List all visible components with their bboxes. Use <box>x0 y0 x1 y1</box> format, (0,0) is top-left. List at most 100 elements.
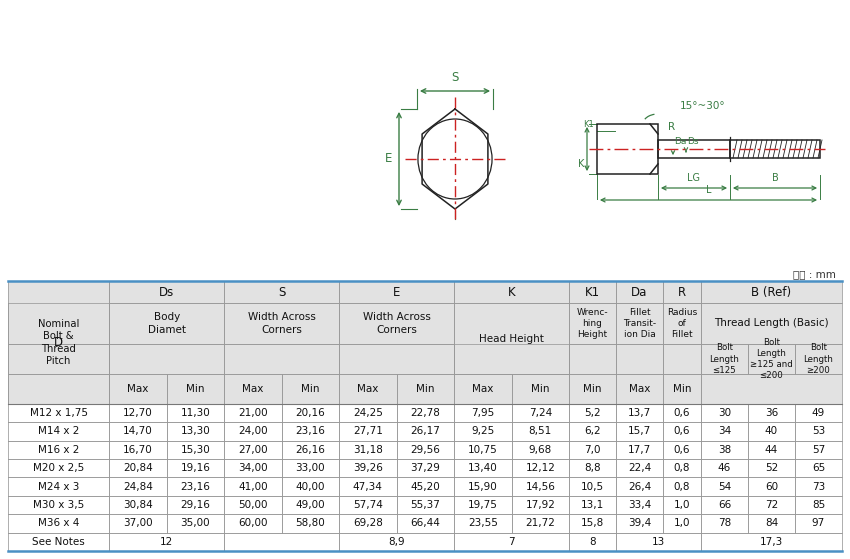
Text: 14,56: 14,56 <box>525 482 555 491</box>
Bar <box>224 404 281 422</box>
Bar <box>8 404 110 422</box>
Bar <box>701 404 748 422</box>
Text: Max: Max <box>357 384 378 394</box>
Text: 16,70: 16,70 <box>123 445 153 455</box>
Bar <box>616 496 663 514</box>
Bar <box>663 477 701 496</box>
Text: 21,00: 21,00 <box>238 408 268 418</box>
Text: 13,30: 13,30 <box>180 427 210 437</box>
Bar <box>167 477 224 496</box>
Text: 38: 38 <box>717 445 731 455</box>
Text: Nominal
Bolt &
Thread
Pitch: Nominal Bolt & Thread Pitch <box>38 319 79 366</box>
Bar <box>397 496 454 514</box>
Text: 12,12: 12,12 <box>525 463 555 473</box>
Text: 23,55: 23,55 <box>468 518 498 528</box>
Text: 단위 : mm: 단위 : mm <box>793 269 836 279</box>
Bar <box>8 375 110 404</box>
Bar <box>616 422 663 440</box>
Bar <box>110 422 167 440</box>
Bar <box>512 514 569 533</box>
Bar <box>110 477 167 496</box>
Text: 53: 53 <box>812 427 825 437</box>
Text: Min: Min <box>672 384 691 394</box>
Bar <box>167 459 224 477</box>
Bar <box>454 496 512 514</box>
Text: 60,00: 60,00 <box>238 518 268 528</box>
Text: Min: Min <box>301 384 320 394</box>
Bar <box>701 459 748 477</box>
Bar <box>569 477 616 496</box>
Text: Max: Max <box>128 384 149 394</box>
Text: 23,16: 23,16 <box>180 482 211 491</box>
Bar <box>224 303 339 344</box>
Bar <box>167 440 224 459</box>
Bar <box>454 422 512 440</box>
Bar <box>730 140 820 158</box>
Text: 14,70: 14,70 <box>123 427 153 437</box>
Bar <box>512 422 569 440</box>
Text: 8,8: 8,8 <box>584 463 601 473</box>
Text: 15,90: 15,90 <box>468 482 497 491</box>
Bar <box>224 344 339 375</box>
Bar <box>110 440 167 459</box>
Text: S: S <box>451 71 459 84</box>
Bar <box>339 533 454 551</box>
Bar <box>339 404 397 422</box>
Bar <box>569 303 616 344</box>
Bar <box>8 459 110 477</box>
Bar <box>454 514 512 533</box>
Text: 27,00: 27,00 <box>238 445 268 455</box>
Text: B (Ref): B (Ref) <box>751 286 791 299</box>
Text: M24 x 3: M24 x 3 <box>38 482 79 491</box>
Text: Ds: Ds <box>687 137 699 146</box>
Text: K1: K1 <box>583 120 594 129</box>
Text: 26,16: 26,16 <box>296 445 326 455</box>
Bar <box>397 440 454 459</box>
Text: 13,1: 13,1 <box>581 500 604 510</box>
Text: 31,18: 31,18 <box>353 445 382 455</box>
Bar <box>167 496 224 514</box>
Text: R: R <box>678 286 686 299</box>
Text: 7,24: 7,24 <box>529 408 552 418</box>
Text: 73: 73 <box>812 482 825 491</box>
Bar <box>454 477 512 496</box>
Text: 33,4: 33,4 <box>628 500 651 510</box>
Bar <box>701 344 748 375</box>
Bar <box>167 375 224 404</box>
Text: 1,0: 1,0 <box>674 518 690 528</box>
Bar <box>110 281 224 303</box>
Text: M12 x 1,75: M12 x 1,75 <box>30 408 88 418</box>
Text: 0,6: 0,6 <box>674 427 690 437</box>
Text: 57: 57 <box>812 445 825 455</box>
Bar <box>454 375 512 404</box>
Text: 12,70: 12,70 <box>123 408 153 418</box>
Text: 23,16: 23,16 <box>296 427 326 437</box>
Bar <box>569 440 616 459</box>
Text: Body
Diamet: Body Diamet <box>148 312 185 335</box>
Bar <box>224 514 281 533</box>
Text: L: L <box>706 185 711 195</box>
Text: 57,74: 57,74 <box>353 500 382 510</box>
Bar <box>658 140 730 158</box>
Bar <box>663 303 701 344</box>
Text: 6,2: 6,2 <box>584 427 601 437</box>
Text: 22,4: 22,4 <box>628 463 651 473</box>
Bar <box>616 477 663 496</box>
Text: Thread Length (Basic): Thread Length (Basic) <box>714 319 829 328</box>
Bar <box>339 459 397 477</box>
Text: 0,6: 0,6 <box>674 445 690 455</box>
Text: Width Across
Corners: Width Across Corners <box>363 312 431 335</box>
Bar <box>569 375 616 404</box>
Text: 24,84: 24,84 <box>123 482 153 491</box>
Text: 24,00: 24,00 <box>238 427 268 437</box>
Text: 27,71: 27,71 <box>353 427 382 437</box>
Bar <box>8 514 110 533</box>
Bar <box>701 477 748 496</box>
Bar <box>795 344 842 375</box>
Text: 46: 46 <box>717 463 731 473</box>
Bar <box>701 375 842 404</box>
Bar <box>512 404 569 422</box>
Text: 66,44: 66,44 <box>411 518 440 528</box>
Bar <box>397 375 454 404</box>
Text: 7,0: 7,0 <box>584 445 601 455</box>
